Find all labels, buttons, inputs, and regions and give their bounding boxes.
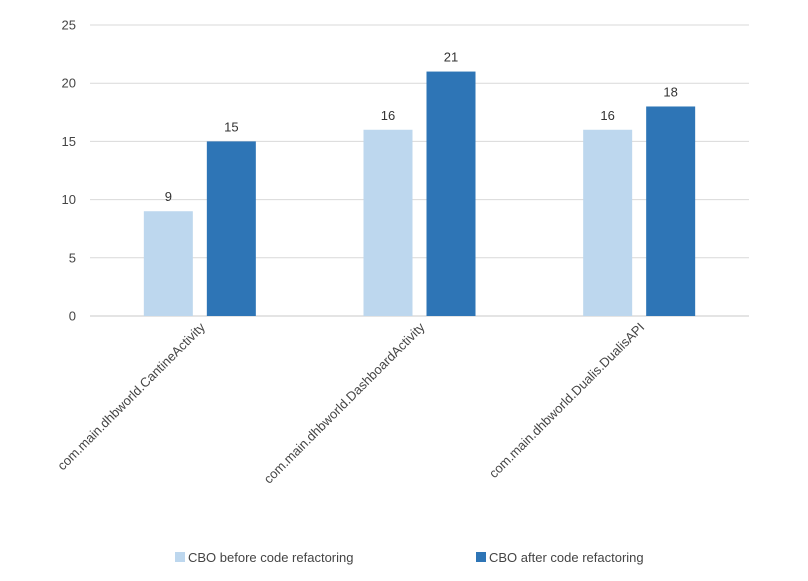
bar — [646, 106, 696, 316]
legend-item: CBO before code refactoring — [175, 550, 353, 565]
bar — [426, 71, 476, 316]
data-labels: 9 15 16 21 16 18 — [165, 50, 678, 205]
y-tick-label: 15 — [62, 134, 76, 149]
data-label: 9 — [165, 189, 172, 204]
bar — [363, 129, 413, 316]
bar — [206, 141, 256, 316]
data-label: 21 — [444, 50, 458, 65]
y-tick-label: 10 — [62, 192, 76, 207]
legend-label: CBO before code refactoring — [188, 550, 353, 565]
x-category-label: com.main.dhbworld.Dualis.DualisAPI — [486, 320, 647, 481]
data-label: 18 — [663, 84, 677, 99]
legend-label: CBO after code refactoring — [489, 550, 644, 565]
legend: CBO before code refactoring CBO after cod… — [175, 550, 644, 565]
gridlines — [90, 24, 749, 317]
y-tick-label: 20 — [62, 76, 76, 91]
bar — [583, 129, 633, 316]
y-axis-ticks: 0 5 10 15 20 25 — [62, 18, 76, 324]
x-category-label: com.main.dhbworld.CantineActivity — [54, 319, 208, 473]
y-tick-label: 0 — [69, 309, 76, 324]
data-label: 15 — [224, 119, 238, 134]
legend-swatch — [175, 552, 185, 562]
bar — [143, 211, 193, 316]
x-category-label: com.main.dhbworld.DashboardActivity — [261, 319, 428, 486]
bars — [143, 71, 696, 316]
x-axis-categories: com.main.dhbworld.CantineActivity com.mai… — [54, 319, 647, 486]
y-tick-label: 5 — [69, 250, 76, 265]
data-label: 16 — [600, 108, 614, 123]
legend-swatch — [476, 552, 486, 562]
legend-item: CBO after code refactoring — [476, 550, 644, 565]
data-label: 16 — [381, 108, 395, 123]
y-tick-label: 25 — [62, 18, 76, 33]
